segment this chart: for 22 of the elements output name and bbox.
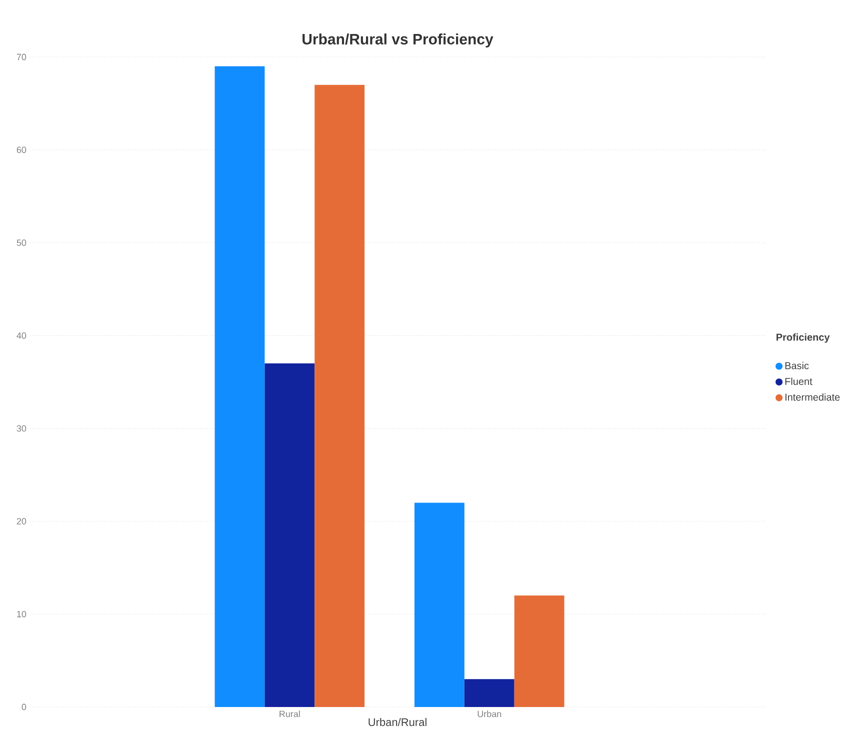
bar bbox=[464, 679, 514, 707]
y-tick-label: 0 bbox=[22, 704, 26, 710]
y-tick-label: 60 bbox=[16, 146, 26, 154]
legend-label: Intermediate bbox=[785, 393, 840, 401]
bar bbox=[314, 84, 365, 707]
y-tick-label: 30 bbox=[16, 425, 26, 432]
legend-label: Basic bbox=[785, 362, 809, 370]
bar bbox=[214, 66, 265, 707]
y-tick-label: 20 bbox=[16, 518, 26, 524]
y-tick-label: 10 bbox=[17, 610, 26, 618]
chart-title: Urban/Rural vs Proficiency bbox=[302, 33, 494, 48]
x-axis-title: Urban/Rural bbox=[368, 718, 426, 726]
y-tick-label: 70 bbox=[16, 54, 26, 60]
bar bbox=[514, 596, 564, 707]
legend-title: Proficiency bbox=[776, 333, 830, 343]
y-tick-label: 40 bbox=[16, 332, 26, 339]
bar bbox=[414, 502, 464, 707]
legend-label: Fluent bbox=[785, 378, 812, 385]
x-tick-label: Urban bbox=[478, 710, 502, 718]
x-tick-label: Rural bbox=[280, 710, 300, 718]
y-tick-label: 50 bbox=[16, 240, 26, 246]
bar bbox=[264, 363, 315, 707]
